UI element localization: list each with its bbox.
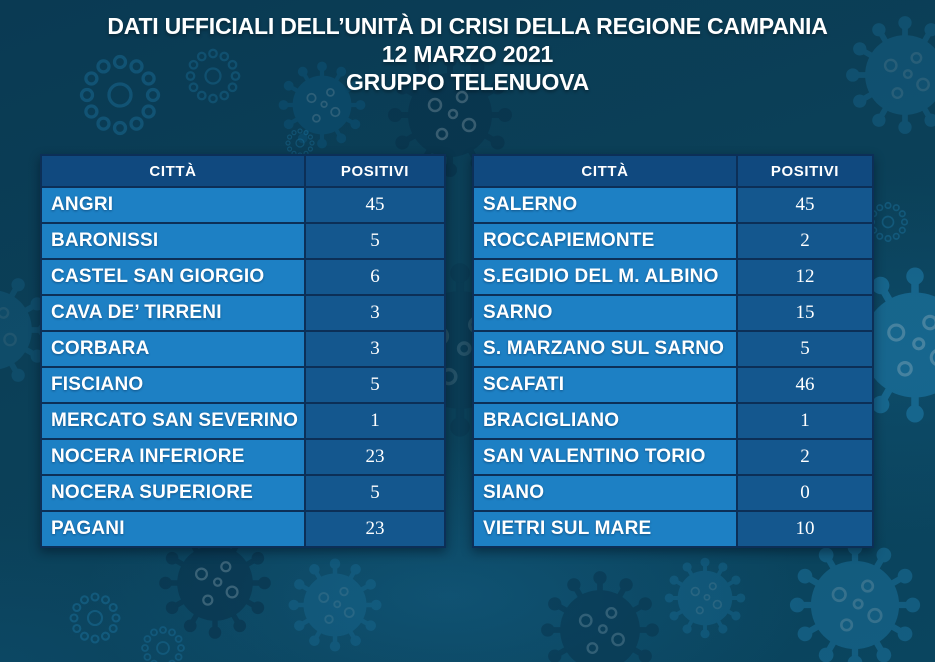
city-cell: SARNO	[472, 294, 738, 332]
table-row: SARNO 15	[472, 294, 874, 332]
table-row: SALERNO 45	[472, 186, 874, 224]
positives-cell: 2	[736, 438, 874, 476]
table-row: SAN VALENTINO TORIO 2	[472, 438, 874, 476]
positives-cell: 5	[304, 474, 446, 512]
column-header-citta: CITTÀ	[472, 154, 738, 188]
table-row: CASTEL SAN GIORGIO 6	[40, 258, 446, 296]
positives-cell: 1	[736, 402, 874, 440]
city-cell: SIANO	[472, 474, 738, 512]
positives-cell: 46	[736, 366, 874, 404]
city-cell: SALERNO	[472, 186, 738, 224]
positives-cell: 5	[304, 366, 446, 404]
table-row: VIETRI SUL MARE 10	[472, 510, 874, 548]
table-row: PAGANI 23	[40, 510, 446, 548]
city-cell: ANGRI	[40, 186, 306, 224]
city-cell: CAVA DE’ TIRRENI	[40, 294, 306, 332]
table-row: NOCERA SUPERIORE 5	[40, 474, 446, 512]
positives-cell: 45	[736, 186, 874, 224]
city-cell: PAGANI	[40, 510, 306, 548]
column-header-citta: CITTÀ	[40, 154, 306, 188]
city-cell: NOCERA SUPERIORE	[40, 474, 306, 512]
positives-cell: 23	[304, 438, 446, 476]
city-cell: VIETRI SUL MARE	[472, 510, 738, 548]
table-row: ROCCAPIEMONTE 2	[472, 222, 874, 260]
positives-table-left: CITTÀ POSITIVI ANGRI 45 BARONISSI 5 CASTEL S…	[40, 154, 446, 548]
positives-cell: 6	[304, 258, 446, 296]
city-cell: SCAFATI	[472, 366, 738, 404]
positives-cell: 12	[736, 258, 874, 296]
positives-cell: 45	[304, 186, 446, 224]
positives-cell: 1	[304, 402, 446, 440]
page-title: DATI UFFICIALI DELL’UNITÀ DI CRISI DELLA…	[107, 13, 828, 39]
city-cell: S.EGIDIO DEL M. ALBINO	[472, 258, 738, 296]
city-cell: FISCIANO	[40, 366, 306, 404]
city-cell: S. MARZANO SUL SARNO	[472, 330, 738, 368]
positives-cell: 10	[736, 510, 874, 548]
positives-table-right: CITTÀ POSITIVI SALERNO 45 ROCCAPIEMONTE 2 S.…	[472, 154, 874, 548]
city-cell: MERCATO SAN SEVERINO	[40, 402, 306, 440]
positives-cell: 15	[736, 294, 874, 332]
positives-cell: 2	[736, 222, 874, 260]
table-row: CORBARA 3	[40, 330, 446, 368]
table-row: CAVA DE’ TIRRENI 3	[40, 294, 446, 332]
table-header-row: CITTÀ POSITIVI	[472, 154, 874, 188]
city-cell: CASTEL SAN GIORGIO	[40, 258, 306, 296]
city-cell: BARONISSI	[40, 222, 306, 260]
positives-cell: 3	[304, 294, 446, 332]
city-cell: CORBARA	[40, 330, 306, 368]
table-row: FISCIANO 5	[40, 366, 446, 404]
page-header: DATI UFFICIALI DELL’UNITÀ DI CRISI DELLA…	[0, 12, 935, 96]
table-row: BRACIGLIANO 1	[472, 402, 874, 440]
table-row: MERCATO SAN SEVERINO 1	[40, 402, 446, 440]
table-row: NOCERA INFERIORE 23	[40, 438, 446, 476]
table-row: S.EGIDIO DEL M. ALBINO 12	[472, 258, 874, 296]
city-cell: NOCERA INFERIORE	[40, 438, 306, 476]
table-row: ANGRI 45	[40, 186, 446, 224]
positives-cell: 5	[736, 330, 874, 368]
city-cell: BRACIGLIANO	[472, 402, 738, 440]
positives-cell: 23	[304, 510, 446, 548]
column-header-positivi: POSITIVI	[736, 154, 874, 188]
table-row: SCAFATI 46	[472, 366, 874, 404]
positives-cell: 3	[304, 330, 446, 368]
table-row: SIANO 0	[472, 474, 874, 512]
positives-cell: 5	[304, 222, 446, 260]
table-header-row: CITTÀ POSITIVI	[40, 154, 446, 188]
table-row: S. MARZANO SUL SARNO 5	[472, 330, 874, 368]
city-cell: ROCCAPIEMONTE	[472, 222, 738, 260]
source-name: GRUPPO TELENUOVA	[345, 69, 589, 95]
positives-cell: 0	[736, 474, 874, 512]
city-cell: SAN VALENTINO TORIO	[472, 438, 738, 476]
report-date: 12 MARZO 2021	[381, 41, 554, 67]
column-header-positivi: POSITIVI	[304, 154, 446, 188]
table-row: BARONISSI 5	[40, 222, 446, 260]
